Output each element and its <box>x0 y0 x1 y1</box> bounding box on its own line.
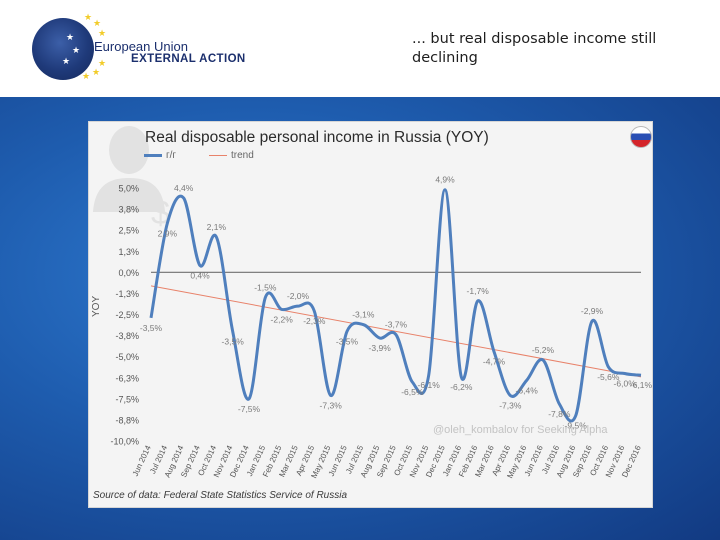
y-tick-label: 5,0% <box>118 184 139 194</box>
eu-star-icon: ★ <box>92 68 101 78</box>
data-label: 4,9% <box>435 175 455 185</box>
eu-star-icon: ★ <box>98 59 107 69</box>
y-tick-label: -2,5% <box>115 310 139 320</box>
data-label: -6,1% <box>418 380 441 390</box>
data-label: -4,7% <box>483 357 506 367</box>
eu-star-icon: ★ <box>98 29 107 39</box>
person-silhouette-icon: $ <box>93 126 169 232</box>
data-label: -6,1% <box>630 380 652 390</box>
slide-title: ... but real disposable income still dec… <box>412 31 657 66</box>
data-label: -3,5% <box>140 323 163 333</box>
data-label: -2,3% <box>303 316 326 326</box>
data-label: -2,9% <box>581 306 604 316</box>
legend-label-trend: trend <box>231 150 254 161</box>
y-tick-label: -7,5% <box>115 394 139 404</box>
eu-star-icon: ★ <box>72 46 81 56</box>
legend-swatch-trend <box>209 154 227 156</box>
data-label: -2,0% <box>287 291 310 301</box>
data-label: -3,7% <box>385 320 408 330</box>
legend-swatch-series <box>144 153 162 157</box>
series-line <box>149 188 642 423</box>
data-label: -3,5% <box>222 336 245 346</box>
y-tick-label: -6,3% <box>115 373 139 383</box>
chart-card: $ Real disposable personal income in Rus… <box>88 121 653 508</box>
source-note: Source of data: Federal State Statistics… <box>93 490 348 501</box>
data-label: 2,9% <box>158 228 178 238</box>
chart-plot: 5,0% 3,8% 2,5% 1,3% 0,0% -1,3% -2,5% -3,8% -5,0%… <box>110 175 652 480</box>
data-label: -5,6% <box>597 372 620 382</box>
eu-star-icon: ★ <box>62 57 71 67</box>
y-tick-label: 1,3% <box>118 247 139 257</box>
chart-title: Real disposable personal income in Russi… <box>145 129 489 146</box>
data-label: 0,4% <box>190 271 210 281</box>
y-tick-label: -10,0% <box>110 437 139 447</box>
russia-flag-icon <box>630 126 652 148</box>
data-label: -5,2% <box>532 345 555 355</box>
data-label: -3,9% <box>369 343 392 353</box>
data-label: -7,3% <box>320 400 343 410</box>
y-tick-label: -8,8% <box>115 415 139 425</box>
data-label: -6,0% <box>614 379 637 389</box>
data-label: -1,5% <box>254 283 277 293</box>
data-label: -7,5% <box>238 404 261 414</box>
data-label: 4,4% <box>174 183 194 193</box>
data-label: -7,3% <box>499 400 522 410</box>
data-label: -9,5% <box>565 421 588 431</box>
eu-star-icon: ★ <box>93 19 102 29</box>
logo-text-external-action: EXTERNAL ACTION <box>131 53 246 65</box>
watermark-text: @oleh_kombalov for Seeking Alpha <box>433 424 608 436</box>
y-tick-label: -5,0% <box>115 352 139 362</box>
y-tick-label: -3,8% <box>115 331 139 341</box>
eu-globe-icon <box>32 18 94 80</box>
y-tick-label: 2,5% <box>118 226 139 236</box>
slide-header: ★ ★ ★ ★ ★ ★ ★ ★ ★ European Union EXTERNA… <box>0 0 720 97</box>
data-label: -3,1% <box>352 310 375 320</box>
svg-text:$: $ <box>151 194 169 232</box>
legend-item-trend: trend <box>209 150 254 161</box>
data-label: -6,4% <box>516 385 539 395</box>
y-tick-label: 3,8% <box>118 205 139 215</box>
eu-star-icon: ★ <box>66 33 75 43</box>
data-label: -7,8% <box>548 409 571 419</box>
data-label: -6,5% <box>401 387 424 397</box>
data-label: 2,1% <box>207 222 227 232</box>
legend-label-series: г/г <box>166 150 177 161</box>
logo-text-european-union: European Union <box>94 39 188 54</box>
data-label: -1,7% <box>467 286 490 296</box>
y-tick-label: 0,0% <box>118 268 139 278</box>
eu-external-action-logo: ★ ★ ★ ★ ★ ★ ★ ★ ★ European Union EXTERNA… <box>32 13 262 82</box>
data-label: -3,5% <box>336 336 359 346</box>
y-tick-label: -1,3% <box>115 289 139 299</box>
legend-item-series: г/г <box>144 150 176 161</box>
eu-star-icon: ★ <box>82 72 91 82</box>
trend-line <box>150 285 642 378</box>
data-label: -6,2% <box>450 382 473 392</box>
eu-star-icon: ★ <box>84 13 93 23</box>
data-label: -2,2% <box>271 314 294 324</box>
